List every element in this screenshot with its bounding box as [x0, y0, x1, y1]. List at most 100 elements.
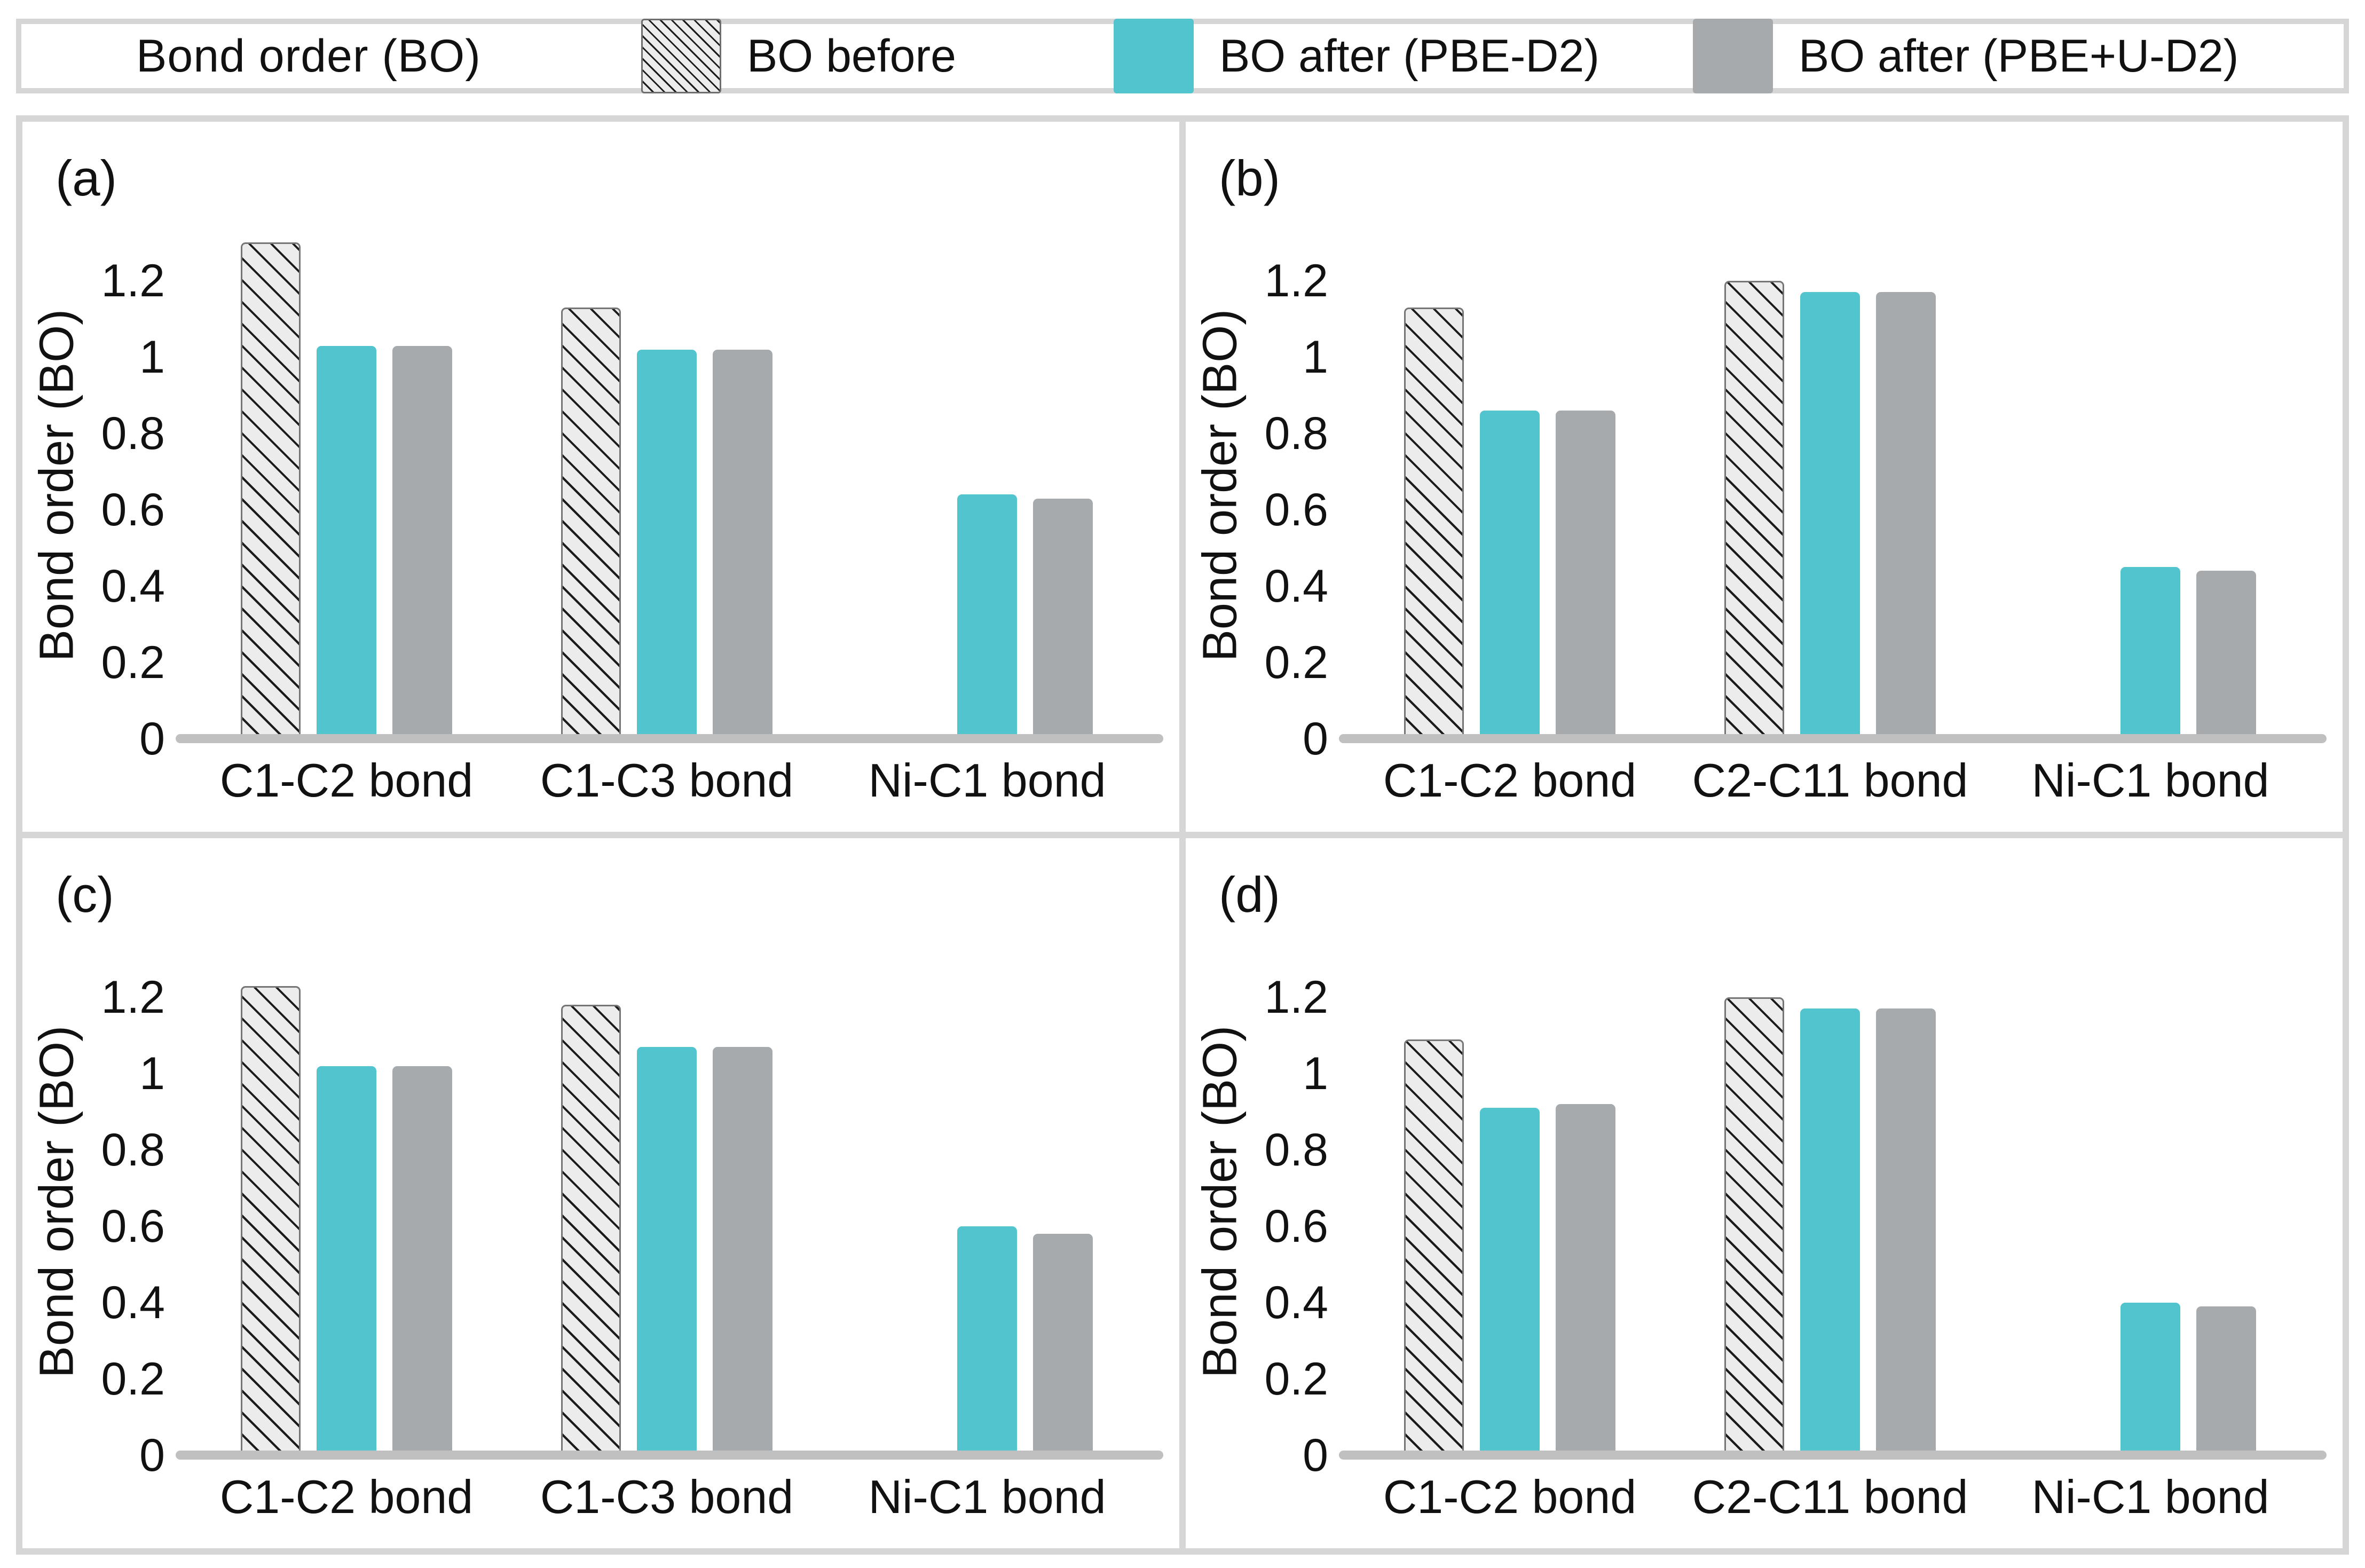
x-label-ni-c1-bond: Ni-C1 bond [868, 1470, 1106, 1523]
y-tick-0: 0 [139, 1430, 165, 1481]
panel-a: (a) Bond order (BO) 0 0.2 0.4 0.6 0.8 1 1.2 C1… [22, 122, 1179, 832]
bar-group-c1-c3-bond [507, 231, 827, 739]
panel-letter-b: (b) [1219, 150, 1280, 206]
bar-group-c2-c11-bond [1670, 948, 1990, 1455]
y-tick-0.2: 0.2 [101, 1353, 165, 1405]
teal-swatch [1113, 19, 1194, 93]
bar-before-c1-c2-bond [1404, 308, 1464, 739]
chart-a: Bond order (BO) 0 0.2 0.4 0.6 0.8 1 1.2 C1-C2 … [22, 231, 1163, 829]
bar-pbe-u-d2-ni-c1-bond [2196, 1306, 2256, 1455]
y-axis-ticks: 0 0.2 0.4 0.6 0.8 1 1.2 [92, 948, 180, 1478]
legend-title: Bond order (BO) [136, 30, 481, 82]
legend-label-bo-before: BO before [746, 30, 956, 82]
y-tick-0.2: 0.2 [101, 637, 165, 688]
bar-group-c1-c2-bond [186, 231, 507, 739]
y-tick-0: 0 [1303, 713, 1328, 765]
bar-group-c1-c2-bond [186, 948, 507, 1455]
y-tick-1.2: 1.2 [101, 971, 165, 1023]
legend-item-bo-before: BO before [641, 19, 956, 93]
y-tick-1: 1 [1303, 1047, 1328, 1099]
panel-grid: (a) Bond order (BO) 0 0.2 0.4 0.6 0.8 1 1.2 C1… [16, 115, 2349, 1555]
legend-item-bo-after-pbe-u-d2: BO after (PBE+U-D2) [1693, 19, 2238, 93]
bar-group-ni-c1-bond [1990, 948, 2311, 1455]
y-tick-0.4: 0.4 [1264, 1277, 1328, 1328]
bar-group-c1-c3-bond [507, 948, 827, 1455]
y-axis-title-wrap: Bond order (BO) [22, 948, 92, 1455]
bar-group-c1-c2-bond [1350, 231, 1670, 739]
bar-pbe-d2-c1-c2-bond [1480, 1108, 1540, 1455]
bar-before-c1-c2-bond [241, 986, 301, 1455]
bar-group-c2-c11-bond [1670, 231, 1990, 739]
legend-label-bo-after-pbe-d2: BO after (PBE-D2) [1219, 30, 1599, 82]
bar-pbe-u-d2-c1-c2-bond [392, 345, 452, 739]
y-axis-title: Bond order (BO) [1193, 1025, 1247, 1378]
y-tick-0.6: 0.6 [101, 1200, 165, 1252]
x-axis-labels: C1-C2 bond C1-C3 bond Ni-C1 bond [180, 1455, 1154, 1545]
x-label-c2-c11-bond: C2-C11 bond [1692, 754, 1968, 807]
y-tick-0.4: 0.4 [101, 561, 165, 612]
bar-pbe-u-d2-c1-c3-bond [713, 349, 772, 739]
panel-letter-a: (a) [56, 150, 117, 206]
bar-before-c1-c3-bond [561, 308, 621, 739]
y-tick-1.2: 1.2 [1264, 255, 1328, 306]
y-axis-title-wrap: Bond order (BO) [1186, 948, 1255, 1455]
x-axis-baseline [1339, 734, 2327, 743]
bar-pbe-d2-c2-c11-bond [1800, 292, 1860, 739]
plot-area [1339, 231, 2327, 743]
bar-pbe-u-d2-c2-c11-bond [1876, 292, 1936, 739]
x-axis-baseline [176, 1451, 1163, 1460]
y-axis-title-wrap: Bond order (BO) [22, 231, 92, 739]
bar-pbe-d2-ni-c1-bond [957, 1226, 1017, 1455]
bar-pbe-d2-c1-c3-bond [637, 1046, 697, 1455]
x-label-c1-c2-bond: C1-C2 bond [219, 754, 474, 807]
legend-item-bo-after-pbe-d2: BO after (PBE-D2) [1113, 19, 1599, 93]
x-axis-baseline [176, 734, 1163, 743]
x-axis-baseline [1339, 1451, 2327, 1460]
panel-letter-c: (c) [56, 866, 114, 923]
x-label-ni-c1-bond: Ni-C1 bond [2031, 754, 2269, 807]
x-label-ni-c1-bond: Ni-C1 bond [2031, 1470, 2269, 1523]
y-axis-title: Bond order (BO) [1193, 309, 1247, 661]
bar-pbe-u-d2-c1-c2-bond [1556, 1104, 1615, 1455]
bar-pbe-d2-c1-c2-bond [1480, 411, 1540, 739]
y-axis-ticks: 0 0.2 0.4 0.6 0.8 1 1.2 [1255, 231, 1343, 762]
bar-group-ni-c1-bond [1990, 231, 2311, 739]
panel-b: (b) Bond order (BO) 0 0.2 0.4 0.6 0.8 1 1.2 C1… [1186, 122, 2343, 832]
bar-pbe-d2-c1-c2-bond [317, 1066, 376, 1455]
bar-before-c1-c2-bond [1404, 1039, 1464, 1455]
bar-before-c1-c2-bond [241, 242, 301, 739]
y-axis-ticks: 0 0.2 0.4 0.6 0.8 1 1.2 [1255, 948, 1343, 1478]
y-tick-1.2: 1.2 [1264, 971, 1328, 1023]
x-axis-labels: C1-C2 bond C1-C3 bond Ni-C1 bond [180, 739, 1154, 829]
y-tick-0.8: 0.8 [101, 1124, 165, 1176]
bar-pbe-d2-c1-c2-bond [317, 345, 376, 739]
x-axis-labels: C1-C2 bond C2-C11 bond Ni-C1 bond [1343, 739, 2317, 829]
plot-area [1339, 948, 2327, 1460]
x-label-c2-c11-bond: C2-C11 bond [1692, 1470, 1968, 1523]
bar-pbe-u-d2-c1-c3-bond [713, 1046, 772, 1455]
y-tick-0.6: 0.6 [1264, 484, 1328, 535]
y-tick-0.8: 0.8 [101, 407, 165, 459]
hatched-swatch [641, 19, 721, 93]
y-tick-1: 1 [139, 331, 165, 383]
y-tick-0.6: 0.6 [1264, 1200, 1328, 1252]
x-label-c1-c2-bond: C1-C2 bond [1383, 1470, 1637, 1523]
chart-b: Bond order (BO) 0 0.2 0.4 0.6 0.8 1 1.2 C1-C2 … [1186, 231, 2327, 829]
y-axis-ticks: 0 0.2 0.4 0.6 0.8 1 1.2 [92, 231, 180, 762]
bar-pbe-u-d2-c1-c2-bond [392, 1066, 452, 1455]
x-label-ni-c1-bond: Ni-C1 bond [868, 754, 1106, 807]
panel-letter-d: (d) [1219, 866, 1280, 923]
chart-c: Bond order (BO) 0 0.2 0.4 0.6 0.8 1 1.2 C1-C2 … [22, 948, 1163, 1545]
bar-pbe-u-d2-c2-c11-bond [1876, 1008, 1936, 1455]
y-tick-0.8: 0.8 [1264, 407, 1328, 459]
bar-group-ni-c1-bond [827, 231, 1147, 739]
y-tick-0: 0 [1303, 1430, 1328, 1481]
bar-pbe-u-d2-ni-c1-bond [1033, 498, 1093, 739]
y-axis-title-wrap: Bond order (BO) [1186, 231, 1255, 739]
bar-pbe-d2-ni-c1-bond [2120, 1303, 2180, 1455]
legend: Bond order (BO) BO before BO after (PBE-… [16, 19, 2349, 93]
bar-before-c2-c11-bond [1724, 280, 1784, 739]
bar-group-c1-c2-bond [1350, 948, 1670, 1455]
bar-pbe-d2-c2-c11-bond [1800, 1008, 1860, 1455]
plot-area [176, 231, 1163, 743]
